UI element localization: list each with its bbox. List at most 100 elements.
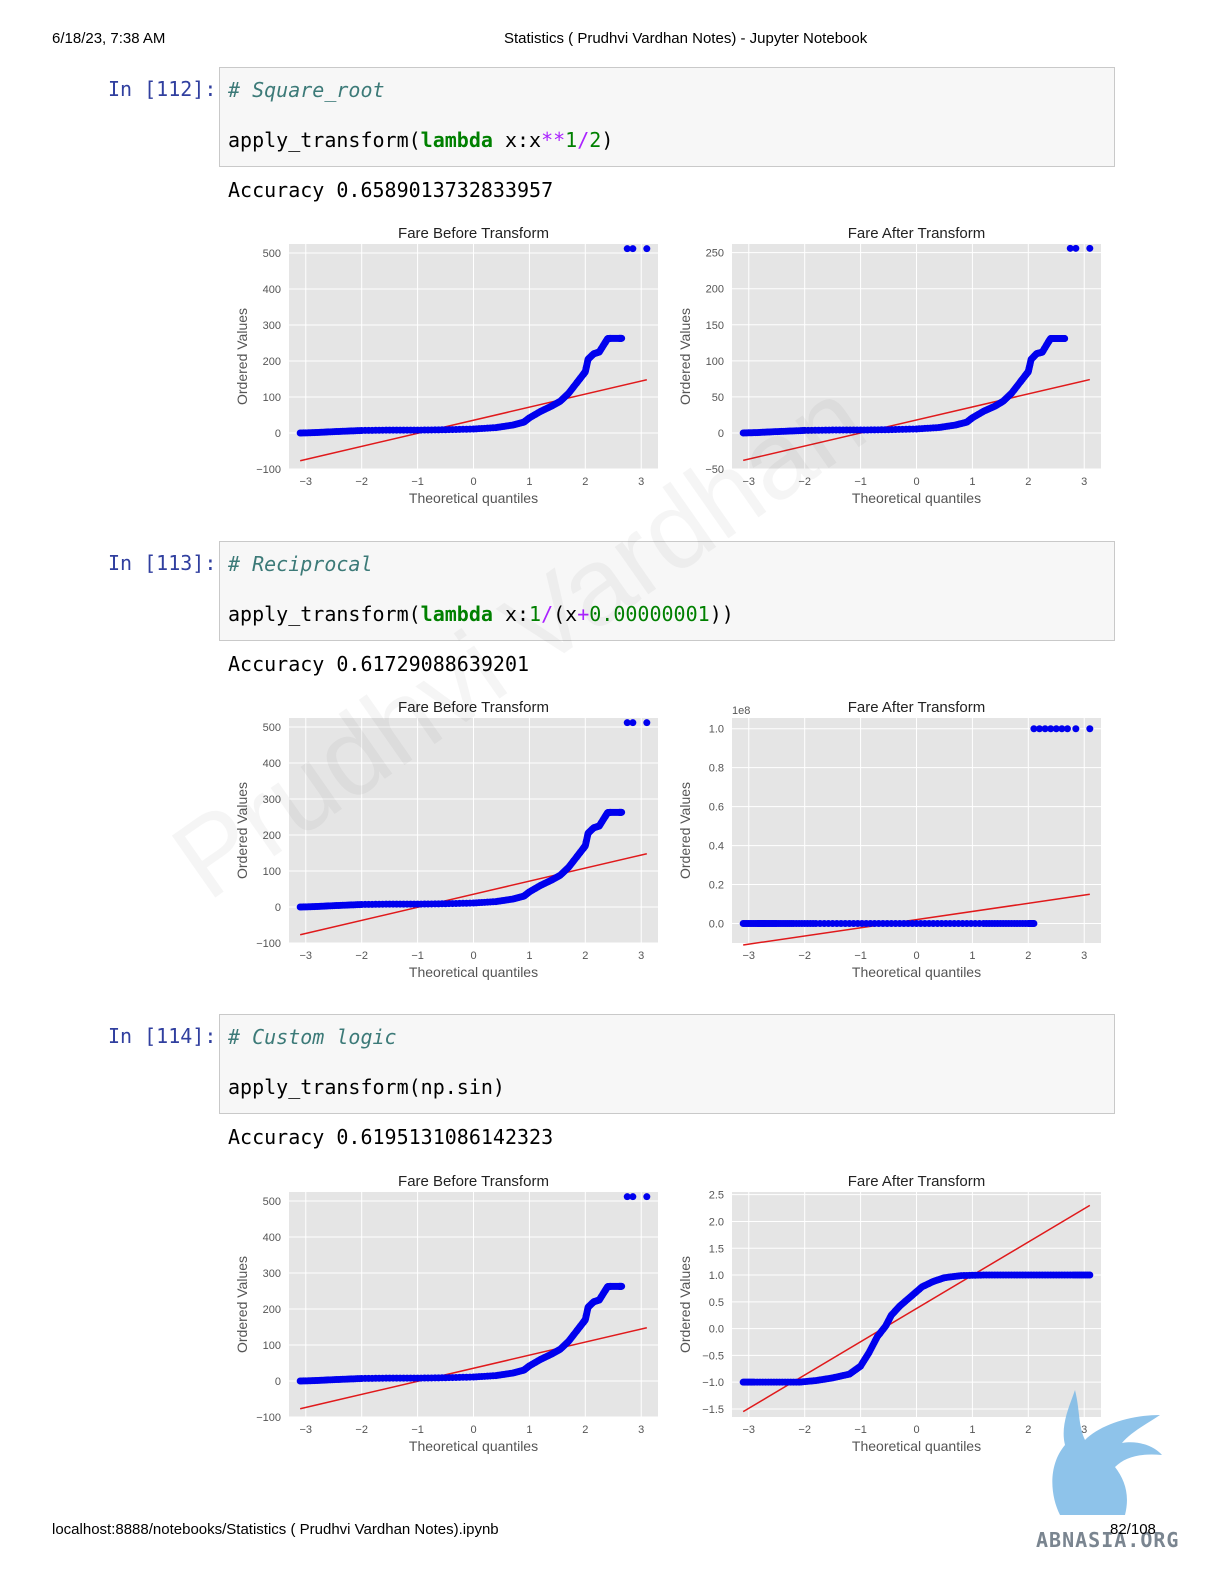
x-tick-label: −2 <box>355 1424 368 1436</box>
y-tick-label: 150 <box>706 320 724 332</box>
x-tick-label: −3 <box>299 950 312 962</box>
chart-title: Fare After Transform <box>848 699 986 716</box>
outlier-point <box>629 1193 637 1201</box>
y-tick-label: 2.5 <box>709 1190 724 1202</box>
x-axis-label: Theoretical quantiles <box>409 490 538 506</box>
y-tick-label: 300 <box>263 320 281 332</box>
y-axis-label: Ordered Values <box>677 308 693 405</box>
y-tick-label: −0.5 <box>702 1350 724 1362</box>
y-tick-label: −50 <box>705 464 724 476</box>
y-tick-label: 500 <box>263 1196 281 1208</box>
x-tick-label: 0 <box>913 1424 919 1436</box>
plot-row-113: −3 −2 −1 0 1 2 3 −100 0 100 200 300 400 500 Fare Befor… <box>234 699 1101 980</box>
outlier-point <box>1066 244 1074 252</box>
x-tick-label: 1 <box>526 1424 532 1436</box>
y-axis-label: Ordered Values <box>234 782 250 879</box>
x-tick-label: 2 <box>1025 476 1031 488</box>
qq-plot: −3 −2 −1 0 1 2 3 −100 0 100 200 300 400 500 Fare Befor… <box>234 225 658 506</box>
x-tick-label: −2 <box>798 476 811 488</box>
y-tick-label: 1.0 <box>709 1270 724 1282</box>
code-line: apply_transform(np.sin) <box>228 1075 505 1099</box>
qq-plot: −3 −2 −1 0 1 2 3 −1.5 −1.0 −0.5 0.0 0.5 1.0 1.5 2.0 2.5… <box>677 1173 1101 1454</box>
outlier-point <box>1030 725 1038 733</box>
chart-title: Fare After Transform <box>848 1173 986 1190</box>
x-tick-label: −1 <box>854 476 867 488</box>
chart-title: Fare Before Transform <box>398 699 549 716</box>
y-tick-label: 0.2 <box>709 880 724 892</box>
x-tick-label: 0 <box>913 950 919 962</box>
outlier-point <box>1086 244 1094 252</box>
x-tick-label: 2 <box>582 950 588 962</box>
y-tick-label: −1.0 <box>702 1377 724 1389</box>
outlier-point <box>643 719 651 727</box>
x-tick-label: 1 <box>969 1424 975 1436</box>
x-tick-label: −3 <box>742 1424 755 1436</box>
chart-title: Fare Before Transform <box>398 225 549 242</box>
y-tick-label: 400 <box>263 284 281 296</box>
y-tick-label: 2.0 <box>709 1216 724 1228</box>
outlier-point <box>643 1193 651 1201</box>
y-tick-label: 0.6 <box>709 802 724 814</box>
x-tick-label: −3 <box>299 476 312 488</box>
y-tick-label: 100 <box>263 392 281 404</box>
y-axis-label: Ordered Values <box>234 1256 250 1353</box>
outlier-point <box>623 1193 631 1201</box>
outlier-point <box>1036 725 1043 733</box>
fit-line <box>300 1326 647 1410</box>
fit-line <box>743 893 1090 946</box>
x-tick-label: −1 <box>411 476 424 488</box>
qq-plot: −3 −2 −1 0 1 2 3 −100 0 100 200 300 400 500 Fare Befor… <box>234 699 658 980</box>
cell-prompt-112: In [112]: <box>108 77 217 101</box>
y-tick-label: 50 <box>712 392 724 404</box>
x-tick-label: 3 <box>1081 476 1087 488</box>
qq-plot: −3 −2 −1 0 1 2 3 0.0 0.2 0.4 0.6 0.8 1.0 Fare After T… <box>677 699 1101 980</box>
y-tick-label: −1.5 <box>702 1404 724 1416</box>
x-axis-label: Theoretical quantiles <box>852 1438 981 1454</box>
outlier-point <box>1086 725 1094 733</box>
code-cell-114[interactable]: # Custom logic apply_transform(np.sin) <box>219 1014 1115 1114</box>
y-tick-label: 100 <box>263 1340 281 1352</box>
x-tick-label: −1 <box>854 1424 867 1436</box>
y-tick-label: 0 <box>275 428 281 440</box>
data-point <box>1086 1271 1094 1279</box>
x-tick-label: 2 <box>582 1424 588 1436</box>
chart-title: Fare After Transform <box>848 225 986 242</box>
y-tick-label: 500 <box>263 248 281 260</box>
x-axis-label: Theoretical quantiles <box>409 1438 538 1454</box>
cell-prompt-114: In [114]: <box>108 1024 217 1048</box>
fit-line <box>300 378 647 462</box>
code-cell-112[interactable]: # Square_root apply_transform(lambda x:x… <box>219 67 1115 167</box>
y-tick-label: 400 <box>263 758 281 770</box>
code-cell-113[interactable]: # Reciprocal apply_transform(lambda x:1/… <box>219 541 1115 641</box>
code-line: apply_transform(lambda x:1/(x+0.00000001… <box>228 602 734 626</box>
x-tick-label: 0 <box>470 1424 476 1436</box>
x-tick-label: 3 <box>1081 1424 1087 1436</box>
data-point <box>618 1282 626 1290</box>
y-tick-label: 0.0 <box>709 919 724 931</box>
y-tick-label: 0 <box>275 902 281 914</box>
y-axis-label: Ordered Values <box>677 782 693 879</box>
x-tick-label: −1 <box>411 950 424 962</box>
outlier-point <box>623 719 631 727</box>
y-tick-label: 200 <box>706 284 724 296</box>
code-comment: # Reciprocal <box>228 552 373 576</box>
print-page-title: Statistics ( Prudhvi Vardhan Notes) - Ju… <box>504 30 868 47</box>
cell-prompt-113: In [113]: <box>108 551 217 575</box>
x-tick-label: 1 <box>969 950 975 962</box>
x-tick-label: 3 <box>638 950 644 962</box>
x-tick-label: −2 <box>798 1424 811 1436</box>
y-tick-label: 0 <box>718 428 724 440</box>
x-tick-label: 3 <box>638 1424 644 1436</box>
print-url: localhost:8888/notebooks/Statistics ( Pr… <box>52 1521 499 1538</box>
x-tick-label: −3 <box>742 950 755 962</box>
x-tick-label: 0 <box>470 950 476 962</box>
data-point <box>618 334 626 342</box>
x-tick-label: −2 <box>355 476 368 488</box>
y-tick-label: 200 <box>263 1304 281 1316</box>
print-page-number: 82/108 <box>1110 1521 1156 1538</box>
x-tick-label: −2 <box>355 950 368 962</box>
griffin-logo-icon <box>1052 1390 1162 1515</box>
x-axis-label: Theoretical quantiles <box>409 964 538 980</box>
x-tick-label: 1 <box>969 476 975 488</box>
x-tick-label: −3 <box>742 476 755 488</box>
